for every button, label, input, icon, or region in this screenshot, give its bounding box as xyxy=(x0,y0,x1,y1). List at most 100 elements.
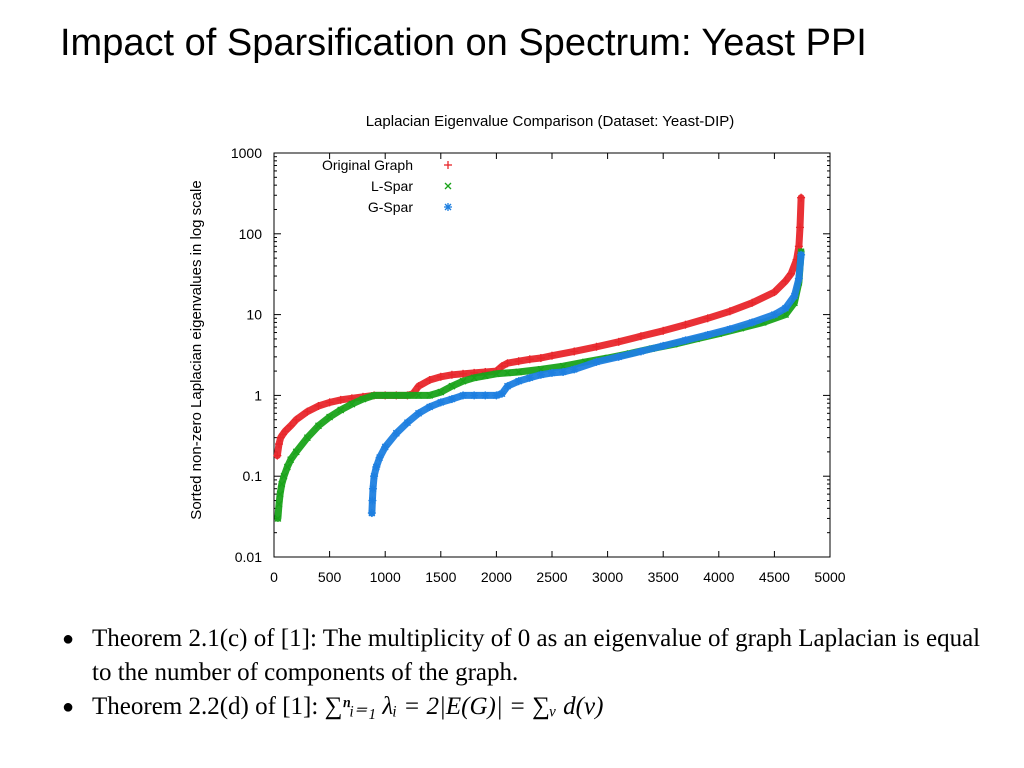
data-point xyxy=(414,382,423,391)
x-tick-label: 2000 xyxy=(481,569,512,585)
data-point xyxy=(795,223,804,232)
data-point xyxy=(381,391,389,399)
data-point xyxy=(325,398,334,407)
data-point xyxy=(336,395,345,404)
data-point xyxy=(548,351,556,360)
data-point xyxy=(348,400,356,408)
legend-label: G-Spar xyxy=(368,199,413,215)
data-point xyxy=(614,337,623,346)
data-point xyxy=(314,401,323,410)
data-point xyxy=(425,376,434,385)
data-point xyxy=(372,462,381,471)
data-point xyxy=(794,274,803,283)
data-point xyxy=(275,500,283,508)
data-point xyxy=(659,326,668,335)
bullet-text-1: Theorem 2.1(c) of [1]: The multiplicity … xyxy=(92,625,981,686)
legend-marker xyxy=(444,161,452,169)
data-point xyxy=(503,382,512,391)
x-tick-label: 5000 xyxy=(814,569,845,585)
bullet-text-2: Theorem 2.2(d) of [1]: xyxy=(92,693,319,720)
data-point xyxy=(797,250,806,259)
data-point xyxy=(770,310,779,319)
theorem-list: ● Theorem 2.1(c) of [1]: The multiplicit… xyxy=(62,622,1002,724)
data-point xyxy=(274,514,282,522)
data-point xyxy=(636,332,645,341)
data-point xyxy=(497,389,506,398)
data-point xyxy=(303,434,311,442)
data-point xyxy=(681,336,690,345)
chart-title: Laplacian Eigenvalue Comparison (Dataset… xyxy=(366,113,735,130)
legend-marker xyxy=(444,203,452,211)
data-point xyxy=(292,415,301,424)
data-point xyxy=(283,463,291,471)
data-point xyxy=(426,391,434,399)
data-point xyxy=(315,422,322,430)
data-point xyxy=(614,352,623,361)
data-point xyxy=(525,355,534,364)
y-tick-label: 100 xyxy=(239,226,263,242)
bullet-item-1: ● Theorem 2.1(c) of [1]: The multiplicit… xyxy=(62,622,1002,690)
data-point xyxy=(273,451,282,460)
data-point xyxy=(447,395,456,404)
data-point xyxy=(415,391,423,399)
y-tick-label: 1 xyxy=(254,387,262,403)
data-point xyxy=(375,453,384,462)
x-tick-label: 0 xyxy=(270,569,278,585)
y-tick-label: 1000 xyxy=(231,145,262,161)
legend-label: L-Spar xyxy=(371,178,413,194)
data-point xyxy=(436,398,445,407)
data-point xyxy=(536,370,545,379)
data-point xyxy=(287,456,295,464)
data-point xyxy=(459,369,468,378)
data-point xyxy=(725,307,734,316)
data-point xyxy=(748,298,757,307)
data-point xyxy=(703,314,712,323)
data-point xyxy=(436,372,445,381)
data-point xyxy=(481,372,489,380)
data-point xyxy=(592,342,601,351)
data-point xyxy=(392,429,401,438)
data-point xyxy=(503,359,512,368)
data-point xyxy=(459,391,468,400)
x-tick-label: 4500 xyxy=(759,569,790,585)
series-band-0 xyxy=(273,194,805,460)
data-point xyxy=(281,427,290,436)
data-point xyxy=(725,325,734,334)
legend-label: Original Graph xyxy=(322,157,413,173)
data-point xyxy=(548,368,556,377)
x-tick-label: 1000 xyxy=(370,569,401,585)
data-point xyxy=(514,357,523,366)
series-band-1 xyxy=(274,248,805,522)
y-tick-label: 0.1 xyxy=(243,468,263,484)
x-tick-label: 500 xyxy=(318,569,342,585)
data-point xyxy=(681,320,690,329)
bullet-dot-icon: ● xyxy=(62,696,75,718)
data-point xyxy=(536,354,545,363)
bullet-dot-icon: ● xyxy=(62,628,75,650)
data-point xyxy=(280,472,288,480)
data-point xyxy=(636,347,645,356)
data-point xyxy=(367,509,376,518)
data-point xyxy=(470,374,478,382)
data-point xyxy=(447,370,456,379)
data-point xyxy=(303,407,312,416)
data-point xyxy=(437,388,445,396)
data-point xyxy=(425,402,434,411)
data-point xyxy=(481,391,490,400)
data-point xyxy=(781,277,790,286)
data-point xyxy=(470,391,479,400)
data-point xyxy=(592,357,601,366)
series-band-2 xyxy=(368,251,805,517)
data-point xyxy=(292,448,300,456)
data-point xyxy=(370,472,379,481)
data-point xyxy=(703,330,712,339)
data-point xyxy=(275,440,284,449)
data-point xyxy=(570,347,579,356)
data-point xyxy=(278,480,286,488)
x-tick-label: 3000 xyxy=(592,569,623,585)
data-point xyxy=(790,291,799,300)
data-point xyxy=(781,304,790,313)
x-tick-label: 2500 xyxy=(536,569,567,585)
data-point xyxy=(276,490,284,498)
eigenvalue-chart: Laplacian Eigenvalue Comparison (Dataset… xyxy=(188,113,846,585)
